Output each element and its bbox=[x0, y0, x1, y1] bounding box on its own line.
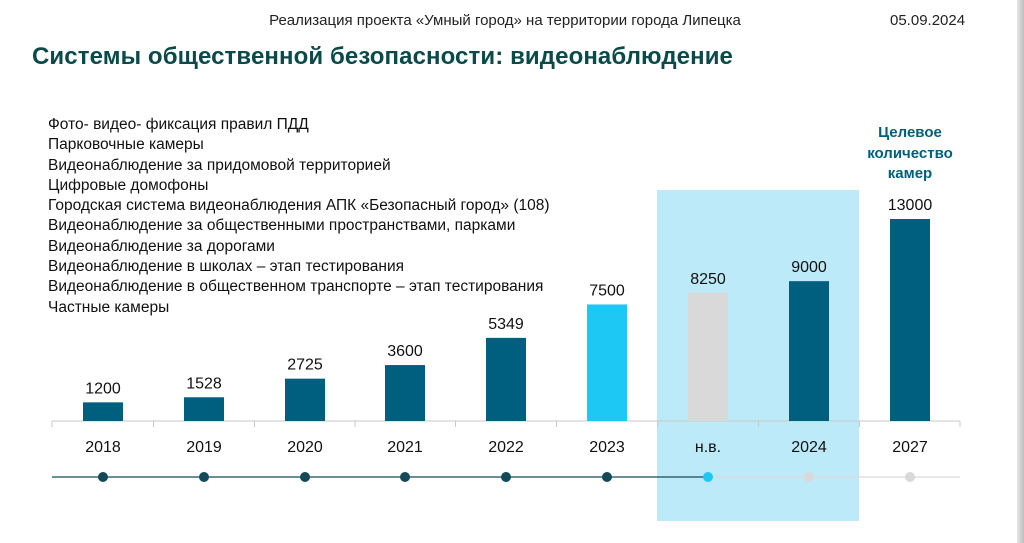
data-label: 2725 bbox=[287, 357, 323, 374]
header-date: 05.09.2024 bbox=[890, 12, 966, 29]
bar bbox=[587, 304, 627, 421]
camera-types-list: Фото- видео- фиксация правил ПДД Парково… bbox=[48, 115, 550, 318]
x-tick-label: 2019 bbox=[186, 439, 222, 456]
data-label: 13000 bbox=[888, 197, 933, 214]
data-label: 5349 bbox=[488, 316, 524, 333]
timeline-dot bbox=[602, 472, 612, 482]
bar bbox=[688, 292, 728, 421]
page-title: Системы общественной безопасности: видео… bbox=[32, 43, 733, 70]
data-label: 8250 bbox=[690, 271, 726, 288]
bar bbox=[385, 365, 425, 421]
data-label: 3600 bbox=[387, 343, 423, 360]
timeline-dot bbox=[300, 472, 310, 482]
camera-type-item: Фото- видео- фиксация правил ПДД bbox=[48, 116, 309, 133]
data-label: 1200 bbox=[85, 380, 121, 397]
x-tick-label: 2020 bbox=[287, 439, 323, 456]
bar bbox=[890, 219, 930, 421]
header-title: Реализация проекта «Умный город» на терр… bbox=[0, 12, 1010, 29]
x-tick-label: 2024 bbox=[791, 439, 827, 456]
bar bbox=[83, 402, 123, 421]
camera-type-item: Видеонаблюдение в школах – этап тестиров… bbox=[48, 258, 405, 276]
camera-type-item: Видеонаблюдение за общественными простра… bbox=[48, 217, 516, 235]
timeline-dot bbox=[501, 472, 511, 482]
bar bbox=[184, 397, 224, 421]
camera-type-item: Видеонаблюдение за придомовой территорие… bbox=[48, 156, 391, 174]
x-tick-label: 2018 bbox=[85, 439, 121, 456]
x-tick-label: 2021 bbox=[387, 439, 423, 456]
camera-type-item: Видеонаблюдение в общественном транспорт… bbox=[48, 278, 544, 296]
target-label-line: камер bbox=[887, 165, 933, 182]
bar bbox=[789, 281, 829, 421]
target-count-label: Целевое количество камер bbox=[850, 123, 970, 185]
x-tick-label: 2023 bbox=[589, 439, 625, 456]
camera-type-item: Парковочные камеры bbox=[48, 136, 204, 154]
x-tick-label: н.в. bbox=[695, 439, 721, 456]
timeline-dot bbox=[199, 472, 209, 482]
data-label: 1528 bbox=[186, 375, 222, 392]
camera-type-item: Видеонаблюдение за дорогами bbox=[48, 237, 275, 255]
timeline-dot bbox=[905, 472, 915, 482]
bar bbox=[285, 378, 325, 421]
timeline-dot bbox=[804, 472, 814, 482]
camera-type-item: Частные камеры bbox=[48, 298, 170, 316]
x-tick-label: 2022 bbox=[488, 439, 524, 456]
target-label-line: Целевое bbox=[878, 124, 942, 141]
target-label-line: количество bbox=[867, 144, 953, 162]
x-tick-label: 2027 bbox=[892, 439, 928, 456]
slide-edge bbox=[1017, 0, 1024, 543]
bar bbox=[486, 337, 526, 421]
camera-type-item: Цифровые домофоны bbox=[48, 176, 209, 194]
timeline-dot bbox=[400, 472, 410, 482]
data-label: 7500 bbox=[589, 282, 625, 299]
camera-type-item: Городская система видеонаблюдения АПК «Б… bbox=[48, 197, 550, 215]
timeline-dot bbox=[98, 472, 108, 482]
data-label: 9000 bbox=[791, 259, 827, 276]
header-title-text: Реализация проекта «Умный город» на терр… bbox=[269, 12, 741, 29]
timeline-dot bbox=[703, 472, 713, 482]
